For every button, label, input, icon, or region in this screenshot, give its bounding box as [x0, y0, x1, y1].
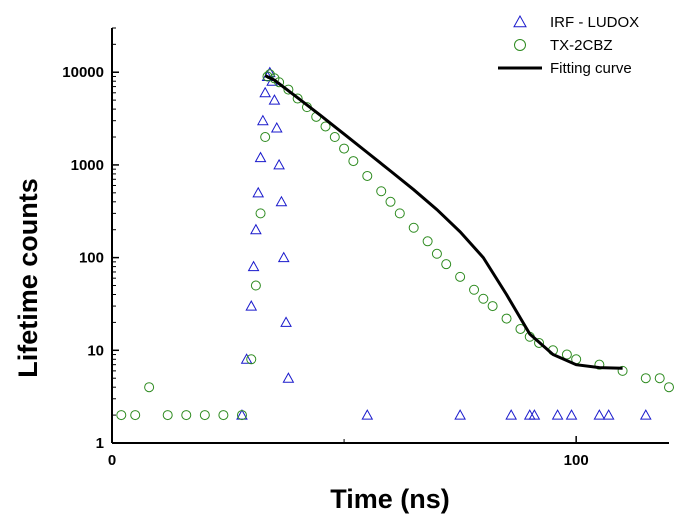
irf-point	[602, 409, 615, 420]
y-tick-label: 10	[87, 342, 104, 359]
tx-2cbz-point	[664, 382, 674, 393]
tick-labels: 1 10 100 1000 10000 0 100	[62, 64, 588, 469]
x-tick-label: 100	[564, 452, 589, 469]
irf-point	[250, 223, 262, 235]
tx-2cbz-point	[236, 410, 247, 421]
tx-2cbz-point	[408, 222, 419, 233]
irf-point	[528, 409, 541, 420]
axis-ticks	[111, 27, 577, 444]
irf-point	[282, 372, 295, 383]
fit-curve-line	[264, 74, 623, 370]
tx-2cbz-point	[487, 301, 498, 312]
tx-2cbz-point	[501, 313, 512, 324]
tx-2cbz-point	[376, 186, 387, 197]
tx-2cbz-point	[469, 284, 480, 295]
tx-2cbz-point	[260, 132, 271, 143]
irf-point	[270, 122, 283, 133]
irf-point	[277, 251, 290, 263]
tx-2cbz-point	[617, 365, 628, 376]
tx-2cbz-point	[515, 323, 526, 334]
tx-2cbz-point	[362, 170, 373, 181]
series-layer	[116, 66, 674, 421]
tx-2cbz-point	[385, 196, 396, 207]
tx-2cbz-point	[534, 337, 545, 348]
plot-frame	[111, 28, 669, 444]
x-tick-label: 0	[108, 452, 116, 469]
tx-2cbz-point	[320, 121, 331, 132]
tx-2cbz-point	[478, 293, 489, 304]
irf-point	[505, 409, 518, 420]
tx-2cbz-point	[262, 71, 273, 82]
y-tick-label: 10000	[62, 64, 104, 81]
irf-point	[593, 409, 606, 420]
legend-label: Fitting curve	[550, 60, 632, 77]
tx-2cbz-point	[246, 354, 257, 365]
irf-point	[259, 86, 272, 98]
irf-point	[273, 158, 285, 170]
tx-2cbz-point	[274, 77, 285, 88]
irf-point	[247, 260, 260, 272]
legend-label: IRF - LUDOX	[550, 14, 639, 31]
y-axis-title: Lifetime counts	[13, 178, 43, 378]
irf-point	[252, 186, 265, 198]
irf-point	[551, 409, 564, 420]
tx-2cbz-point	[162, 410, 173, 421]
legend: IRF - LUDOX TX-2CBZ Fitting curve	[498, 14, 639, 77]
tx-2cbz-point	[654, 373, 665, 384]
tx-2cbz-point	[455, 271, 466, 282]
tx-2cbz-point	[329, 132, 340, 143]
tx-2cbz-point	[431, 248, 442, 259]
legend-circle-marker	[514, 39, 526, 51]
irf-point	[361, 409, 374, 420]
tx-2cbz-point	[181, 410, 192, 421]
tx-2cbz-point	[348, 156, 359, 167]
x-axis-title: Time (ns)	[330, 484, 450, 514]
tx-2cbz-point	[144, 382, 155, 393]
tx-2cbz-point	[255, 208, 266, 219]
tx-2cbz-point	[339, 143, 350, 154]
irf-point	[257, 114, 269, 126]
irf-point	[565, 409, 578, 420]
legend-triangle-marker	[513, 14, 527, 28]
tx-2cbz-point	[250, 280, 261, 291]
y-tick-label: 1	[96, 435, 104, 452]
tx-2cbz-point	[441, 259, 452, 270]
irf-point	[454, 409, 466, 420]
tx-2cbz-point	[594, 359, 605, 370]
irf-point	[280, 316, 292, 327]
tx-2cbz-point	[218, 410, 229, 421]
y-tick-label: 100	[79, 250, 104, 267]
y-tick-label: 1000	[71, 157, 104, 174]
fit-layer	[264, 74, 623, 370]
tx-2cbz-point	[292, 93, 303, 104]
irf-point	[639, 409, 652, 420]
tx-2cbz-point	[640, 373, 651, 384]
irf-point	[240, 353, 253, 364]
irf-point	[245, 300, 258, 311]
tx-2cbz-point	[422, 236, 433, 247]
legend-label: TX-2CBZ	[550, 37, 613, 54]
irf-point	[275, 195, 288, 207]
irf-point	[268, 94, 281, 105]
tx-2cbz-point	[394, 208, 405, 219]
tx-2cbz-point	[130, 410, 141, 421]
tx-2cbz-point	[283, 84, 294, 95]
tx-2cbz-point	[116, 410, 127, 421]
tx-2cbz-point	[199, 410, 210, 421]
irf-point	[254, 151, 267, 163]
